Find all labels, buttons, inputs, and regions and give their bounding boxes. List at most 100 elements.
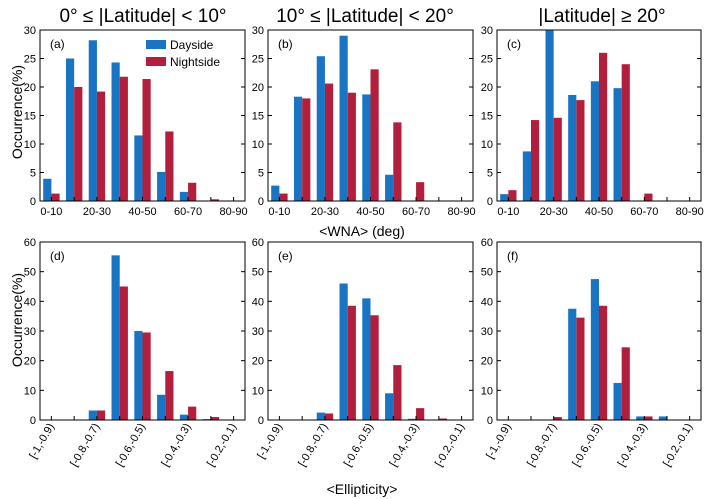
bar-dayside	[500, 194, 509, 201]
bar-nightside	[576, 100, 585, 201]
bar-nightside	[119, 76, 128, 201]
bar-nightside	[599, 52, 608, 201]
y-tick-label: 50	[481, 267, 493, 279]
bar-dayside	[636, 416, 645, 420]
y-tick-label: 20	[24, 82, 36, 94]
bar-nightside	[576, 317, 585, 420]
y-tick-label: 40	[24, 296, 36, 308]
bar-nightside	[302, 98, 311, 201]
y-tick-label: 30	[481, 326, 493, 338]
x-tick-label: 60-70	[630, 206, 658, 218]
bar-nightside	[324, 413, 334, 420]
bar-dayside	[385, 174, 394, 201]
bar-dayside	[545, 30, 554, 201]
panel-label: (f)	[507, 249, 518, 263]
bar-nightside	[74, 87, 83, 201]
bar-nightside	[644, 416, 653, 420]
y-tick-label: 25	[252, 54, 264, 66]
y-tick-label: 5	[30, 168, 36, 180]
panel-label: (c)	[507, 37, 521, 51]
bar-nightside	[210, 199, 220, 201]
panel-b: 0 5 10 15 20 25 30 0-10 20-30 40-50 60-70 80-90 (b)	[252, 25, 476, 218]
panel-label: (e)	[278, 249, 293, 263]
bar-nightside	[370, 69, 379, 201]
panel-label: (b)	[278, 37, 293, 51]
bar-dayside	[88, 40, 97, 202]
y-tick-label: 20	[24, 356, 36, 368]
y-tick-label: 15	[481, 111, 493, 123]
x-tick-label: 40-50	[585, 206, 613, 218]
column-title-2: 10° ≤ |Latitude| < 20°	[276, 6, 454, 27]
bar-nightside	[96, 410, 106, 420]
bar-nightside	[370, 315, 379, 420]
x-axis-label-ellipticity: <Ellipticity>	[327, 481, 398, 497]
bar-nightside	[51, 193, 60, 201]
bar-nightside	[96, 91, 106, 201]
x-tick-label: 40-50	[356, 206, 384, 218]
x-tick-label: [-1,-0.9)	[484, 422, 514, 461]
y-tick-label: 5	[487, 168, 493, 180]
y-tick-label: 20	[481, 356, 493, 368]
y-tick-label: 30	[481, 25, 493, 37]
bar-dayside	[568, 94, 577, 201]
x-tick-label: [-1,-0.9)	[255, 422, 285, 461]
panel-e: 0 10 20 30 40 50 60 [-1,-0.9) [-0.8,-0.7) [-0.6,-…	[252, 237, 474, 469]
bar-nightside	[279, 193, 288, 201]
bar-dayside	[157, 171, 166, 201]
x-tick-label: [-0.8,-0.7)	[68, 422, 102, 469]
y-tick-label: 10	[24, 139, 36, 151]
bar-dayside	[362, 94, 371, 201]
y-tick-label: 10	[481, 385, 493, 397]
panel-f: 0 10 20 30 40 50 60 [-1,-0.9) [-0.8,-0.7) [-0.6,-…	[481, 237, 702, 469]
bar-nightside	[142, 332, 151, 420]
bar-dayside	[613, 88, 622, 201]
x-tick-label: [-0.6,-0.5)	[570, 422, 604, 469]
bar-dayside	[293, 96, 303, 201]
y-tick-label: 0	[258, 415, 264, 427]
y-tick-label: 20	[252, 356, 264, 368]
bar-nightside	[531, 120, 540, 201]
y-tick-label: 10	[252, 139, 264, 151]
bar-nightside	[393, 365, 402, 420]
y-tick-label: 15	[252, 111, 264, 123]
bar-dayside	[385, 393, 394, 420]
legend: Dayside Nightside	[146, 38, 220, 69]
bar-dayside	[613, 382, 622, 420]
bar-nightside	[142, 79, 151, 201]
y-axis-label-top: Occurrence(%)	[9, 65, 25, 159]
bar-nightside	[165, 131, 174, 201]
bar-dayside	[88, 410, 97, 420]
x-tick-label: 60-70	[402, 206, 430, 218]
bar-dayside	[316, 412, 325, 420]
bar-dayside	[590, 279, 599, 420]
bar-nightside	[119, 286, 128, 420]
bar-nightside	[621, 64, 630, 201]
panel-label: (d)	[50, 249, 65, 263]
y-tick-label: 0	[258, 196, 264, 208]
x-tick-label: [-1,-0.9)	[27, 422, 57, 461]
y-tick-label: 60	[252, 237, 264, 249]
bar-dayside	[339, 283, 348, 420]
bar-nightside	[644, 193, 653, 201]
bar-dayside	[568, 308, 577, 420]
x-tick-label: [-0.8,-0.7)	[296, 422, 330, 469]
x-axis-label-wna: <WNA> (deg)	[319, 223, 405, 239]
x-tick-label: 20-30	[83, 206, 111, 218]
bar-nightside	[416, 182, 425, 201]
column-title-3: |Latitude| ≥ 20°	[538, 6, 665, 27]
y-tick-label: 50	[252, 267, 264, 279]
bar-nightside	[508, 190, 517, 201]
bar-dayside	[339, 35, 348, 202]
y-tick-label: 0	[30, 415, 36, 427]
y-tick-label: 25	[24, 54, 36, 66]
bar-nightside	[165, 371, 174, 420]
x-tick-label: 60-70	[174, 206, 202, 218]
x-tick-label: [-0.2,-0.1)	[433, 422, 467, 469]
bar-nightside	[347, 92, 356, 201]
bar-nightside	[347, 305, 356, 420]
x-tick-label: [-0.4,-0.3)	[616, 422, 650, 469]
y-tick-label: 15	[24, 111, 36, 123]
x-tick-label: 0-10	[268, 206, 290, 218]
bar-dayside	[134, 331, 143, 420]
